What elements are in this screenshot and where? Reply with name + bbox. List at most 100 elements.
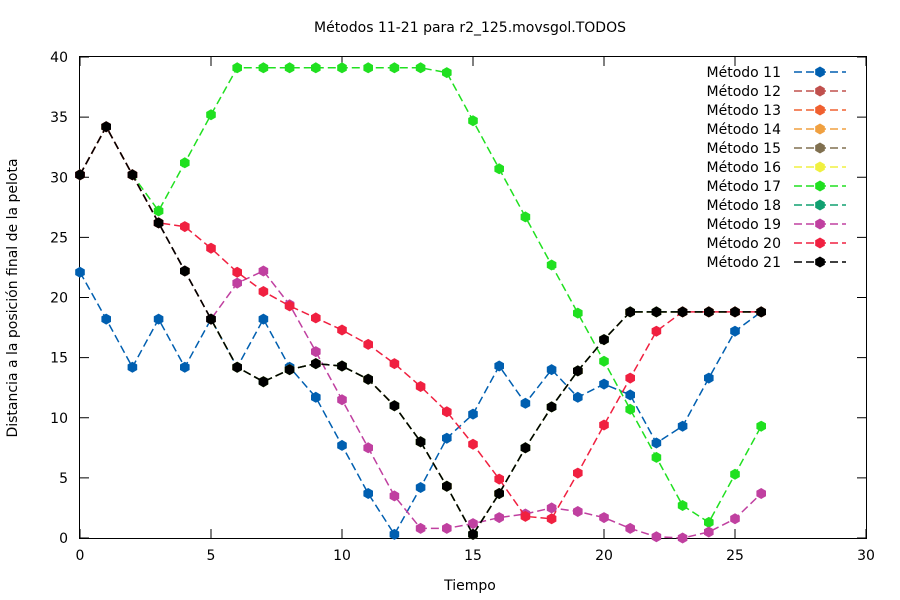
x-tick-label: 25 bbox=[726, 548, 744, 564]
legend-swatch-marker bbox=[815, 161, 825, 173]
data-point bbox=[573, 506, 583, 517]
data-point bbox=[599, 355, 609, 367]
legend-item: Método 14 bbox=[707, 122, 846, 138]
data-point bbox=[494, 163, 504, 175]
data-point bbox=[153, 313, 164, 325]
series-2 bbox=[75, 121, 766, 540]
legend-swatch-marker bbox=[815, 199, 825, 211]
data-point bbox=[127, 169, 138, 181]
series-group bbox=[75, 62, 766, 544]
legend-label: Método 20 bbox=[707, 236, 781, 252]
data-point bbox=[704, 306, 714, 318]
data-point bbox=[258, 265, 269, 277]
series-line bbox=[79, 125, 762, 520]
data-point bbox=[573, 365, 583, 377]
data-point bbox=[311, 358, 321, 370]
data-point bbox=[284, 62, 295, 74]
data-point bbox=[730, 468, 740, 480]
data-point bbox=[337, 324, 347, 336]
legend-item: Método 11 bbox=[707, 65, 846, 81]
x-tick-label: 5 bbox=[207, 548, 216, 564]
data-point bbox=[363, 62, 373, 74]
data-point bbox=[153, 205, 164, 217]
legend-label: Método 14 bbox=[707, 122, 782, 138]
data-point bbox=[442, 406, 452, 418]
legend-item: Método 17 bbox=[707, 179, 846, 195]
data-point bbox=[363, 338, 373, 350]
series-10 bbox=[75, 121, 766, 525]
x-tick-label: 0 bbox=[76, 548, 85, 564]
data-point bbox=[546, 364, 557, 376]
data-point bbox=[180, 361, 190, 373]
data-point bbox=[180, 157, 190, 169]
y-tick-label: 0 bbox=[59, 531, 68, 547]
data-point bbox=[494, 512, 504, 524]
data-point bbox=[442, 67, 452, 79]
data-point bbox=[180, 265, 190, 277]
data-point bbox=[494, 488, 504, 499]
data-point bbox=[599, 334, 609, 346]
data-point bbox=[153, 217, 164, 229]
legend-item: Método 13 bbox=[707, 103, 846, 119]
data-point bbox=[258, 313, 269, 325]
data-point bbox=[520, 211, 531, 223]
data-point bbox=[704, 516, 714, 528]
data-point bbox=[520, 397, 531, 409]
legend-label: Método 15 bbox=[707, 141, 781, 157]
data-point bbox=[677, 420, 688, 432]
data-point bbox=[258, 376, 269, 388]
legend-label: Método 18 bbox=[707, 198, 781, 214]
series-line bbox=[79, 125, 762, 536]
data-point bbox=[520, 510, 531, 522]
data-point bbox=[677, 500, 688, 511]
data-point bbox=[468, 438, 478, 450]
data-point bbox=[677, 306, 688, 318]
data-point bbox=[232, 62, 242, 74]
data-point bbox=[756, 306, 766, 318]
data-point bbox=[75, 266, 85, 278]
data-point bbox=[258, 286, 269, 297]
data-point bbox=[625, 403, 635, 415]
data-point bbox=[520, 442, 531, 454]
legend-label: Método 11 bbox=[707, 65, 781, 81]
legend-label: Método 13 bbox=[707, 103, 781, 119]
legend-label: Método 21 bbox=[707, 255, 781, 271]
data-point bbox=[101, 313, 111, 325]
data-point bbox=[546, 401, 557, 413]
legend-swatch-marker bbox=[815, 180, 825, 192]
data-point bbox=[311, 62, 321, 74]
data-point bbox=[415, 381, 426, 392]
data-point bbox=[599, 378, 609, 390]
data-point bbox=[546, 259, 557, 271]
legend-item: Método 18 bbox=[707, 198, 846, 214]
data-point bbox=[573, 467, 583, 479]
data-point bbox=[337, 439, 347, 451]
data-point bbox=[101, 121, 111, 133]
legend-swatch-marker bbox=[815, 66, 825, 78]
data-point bbox=[651, 437, 662, 449]
legend-swatch-marker bbox=[815, 237, 825, 249]
data-point bbox=[337, 62, 347, 74]
series-6 bbox=[75, 121, 766, 540]
series-3 bbox=[75, 121, 766, 540]
x-tick-label: 10 bbox=[333, 548, 351, 564]
data-point bbox=[756, 488, 766, 499]
series-8 bbox=[75, 121, 766, 540]
legend-swatch-marker bbox=[815, 104, 825, 116]
data-point bbox=[415, 522, 426, 534]
data-point bbox=[730, 325, 740, 337]
series-1 bbox=[75, 266, 766, 540]
y-tick-label: 30 bbox=[50, 170, 68, 186]
legend-label: Método 16 bbox=[707, 160, 782, 176]
data-point bbox=[415, 482, 426, 493]
data-point bbox=[232, 266, 242, 278]
legend-label: Método 19 bbox=[707, 217, 781, 233]
data-point bbox=[284, 364, 295, 376]
chart-title: Métodos 11-21 para r2_125.movsgol.TODOS bbox=[314, 20, 626, 36]
data-point bbox=[651, 306, 662, 318]
data-point bbox=[206, 242, 216, 254]
legend-swatch-marker bbox=[815, 123, 825, 135]
data-point bbox=[206, 109, 216, 121]
data-point bbox=[468, 518, 478, 530]
